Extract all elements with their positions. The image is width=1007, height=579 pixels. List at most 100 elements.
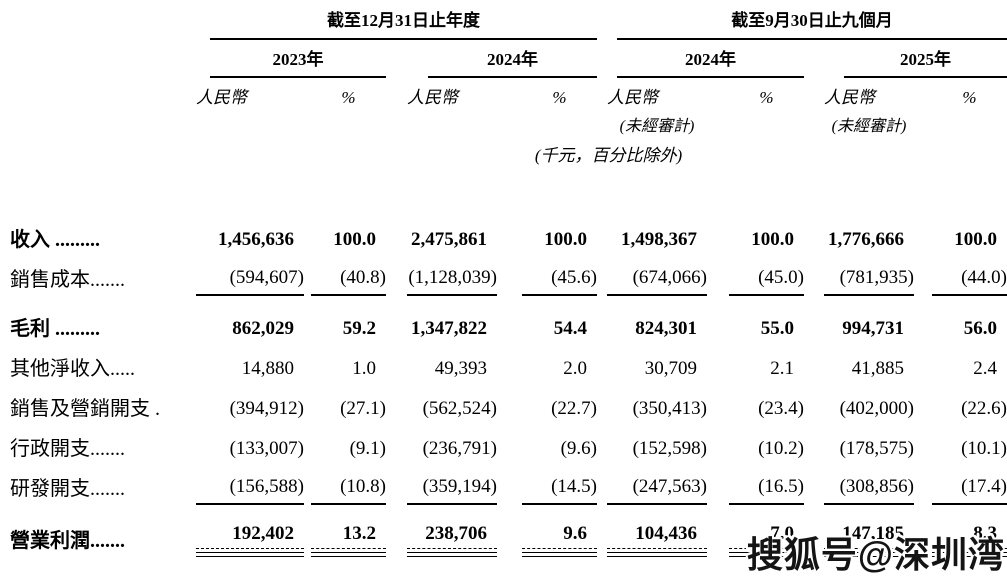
double-rule bbox=[522, 552, 597, 557]
double-rule bbox=[824, 552, 914, 557]
row-label: 毛利 ......... bbox=[10, 318, 100, 340]
value-cell: (9.1) bbox=[349, 438, 386, 460]
double-rule bbox=[607, 552, 707, 557]
row-admin-expenses: 行政開支....... (133,007) (9.1) (236,791) (9… bbox=[10, 425, 1007, 465]
percent-header: % bbox=[962, 88, 977, 107]
currency-header: 人民幣 bbox=[824, 88, 875, 107]
value-cell: 13.2 bbox=[311, 523, 386, 549]
value-cell: (10.1) bbox=[961, 438, 1007, 460]
value-cell: 824,301 bbox=[635, 318, 697, 340]
value-cell: (156,588) bbox=[229, 476, 304, 498]
value-cell: (781,935) bbox=[839, 267, 914, 289]
value-cell: (133,007) bbox=[229, 438, 304, 460]
value-cell: (45.6) bbox=[551, 267, 597, 289]
row-operating-profit: 營業利潤....... 192,402 13.2 238,706 9.6 104… bbox=[10, 505, 1007, 557]
value-cell: 56.0 bbox=[963, 318, 997, 340]
value-cell: (16.5) bbox=[758, 476, 804, 498]
value-cell: 1,776,666 bbox=[828, 229, 904, 251]
row-label: 收入 ......... bbox=[10, 229, 100, 251]
value-cell: (45.0) bbox=[758, 267, 804, 289]
currency-header: 人民幣 bbox=[407, 88, 458, 107]
value-cell: (359,194) bbox=[422, 476, 497, 498]
value-cell: (350,413) bbox=[632, 398, 707, 420]
value-cell: 49,393 bbox=[434, 358, 487, 380]
value-cell: (594,607) bbox=[229, 267, 304, 289]
row-label: 營業利潤....... bbox=[10, 530, 125, 552]
value-cell: (247,563) bbox=[632, 476, 707, 498]
value-cell: 862,029 bbox=[232, 318, 294, 340]
value-cell: 59.2 bbox=[342, 318, 376, 340]
period-group-nine-months: 截至9月30日止九個月 bbox=[617, 6, 1007, 40]
double-rule bbox=[729, 552, 804, 557]
double-rule bbox=[311, 552, 386, 557]
unit-note: (千元，百分比除外) bbox=[534, 146, 683, 165]
income-statement-table: 截至12月31日止年度 截至9月30日止九個月 2023年 2024年 2024… bbox=[10, 6, 1007, 557]
double-rule bbox=[407, 552, 497, 557]
value-cell: 41,885 bbox=[851, 358, 904, 380]
value-cell: (152,598) bbox=[632, 438, 707, 460]
unit-note-row: (千元，百分比除外) bbox=[10, 136, 1007, 166]
value-cell: (10.2) bbox=[758, 438, 804, 460]
value-cell: 104,436 bbox=[607, 523, 707, 549]
value-cell: (178,575) bbox=[839, 438, 914, 460]
value-cell: (562,524) bbox=[422, 398, 497, 420]
row-gross-profit: 毛利 ......... 862,029 59.2 1,347,822 54.4… bbox=[10, 296, 1007, 345]
row-cost-of-sales: 銷售成本....... (594,607) (40.8) (1,128,039)… bbox=[10, 256, 1007, 296]
value-cell: 1,456,636 bbox=[218, 229, 294, 251]
value-cell: 100.0 bbox=[751, 229, 794, 251]
row-other-net-income: 其他淨收入..... 14,880 1.0 49,393 2.0 30,709 … bbox=[10, 345, 1007, 385]
period-group-header-row: 截至12月31日止年度 截至9月30日止九個月 bbox=[10, 6, 1007, 40]
row-rd-expenses: 研發開支....... (156,588) (10.8) (359,194) (… bbox=[10, 465, 1007, 505]
value-cell: (1,128,039) bbox=[408, 267, 497, 289]
value-cell: 100.0 bbox=[954, 229, 997, 251]
value-cell: 30,709 bbox=[644, 358, 697, 380]
value-cell: (17.4) bbox=[961, 476, 1007, 498]
value-cell: (394,912) bbox=[229, 398, 304, 420]
value-cell: 8.3 bbox=[932, 523, 1007, 549]
currency-header: 人民幣 bbox=[196, 88, 247, 107]
year-header-2023: 2023年 bbox=[210, 45, 386, 78]
row-label: 行政開支....... bbox=[10, 438, 125, 460]
unaudited-note: (未經審計) bbox=[619, 118, 695, 135]
value-cell: 2.4 bbox=[973, 358, 997, 380]
value-cell: (10.8) bbox=[340, 476, 386, 498]
value-cell: 100.0 bbox=[333, 229, 376, 251]
value-cell: 2.0 bbox=[563, 358, 587, 380]
year-header-row: 2023年 2024年 2024年 2025年 bbox=[10, 40, 1007, 78]
value-cell: (308,856) bbox=[839, 476, 914, 498]
year-header-2025-9m: 2025年 bbox=[844, 45, 1007, 78]
percent-header: % bbox=[759, 88, 774, 107]
percent-header: % bbox=[341, 88, 356, 107]
value-cell: 1,498,367 bbox=[621, 229, 697, 251]
value-cell: 994,731 bbox=[842, 318, 904, 340]
value-cell: 7.0 bbox=[729, 523, 804, 549]
period-group-year-ended: 截至12月31日止年度 bbox=[210, 6, 597, 40]
value-cell: (40.8) bbox=[340, 267, 386, 289]
value-cell: (402,000) bbox=[839, 398, 914, 420]
value-cell: 147,185 bbox=[824, 523, 914, 549]
value-cell: (236,791) bbox=[422, 438, 497, 460]
sohu-watermark: 搜狐号@深圳湾 bbox=[746, 534, 1005, 575]
unaudited-note-row: (未經審計) (未經審計) bbox=[10, 110, 1007, 136]
row-label: 銷售成本....... bbox=[10, 269, 125, 291]
value-cell: 54.4 bbox=[553, 318, 587, 340]
value-cell: 2.1 bbox=[770, 358, 794, 380]
value-cell: 192,402 bbox=[196, 523, 304, 549]
value-cell: (674,066) bbox=[632, 267, 707, 289]
value-cell: 2,475,861 bbox=[411, 229, 487, 251]
unaudited-note: (未經審計) bbox=[831, 118, 907, 135]
value-cell: 9.6 bbox=[522, 523, 597, 549]
value-cell: (22.7) bbox=[551, 398, 597, 420]
spacer-row bbox=[10, 166, 1007, 216]
value-cell: 14,880 bbox=[241, 358, 294, 380]
currency-header: 人民幣 bbox=[607, 88, 658, 107]
value-cell: (9.6) bbox=[560, 438, 597, 460]
value-cell: (14.5) bbox=[551, 476, 597, 498]
value-cell: (23.4) bbox=[758, 398, 804, 420]
value-cell: 100.0 bbox=[544, 229, 587, 251]
row-label: 銷售及營銷開支 . bbox=[10, 398, 160, 420]
value-cell: (44.0) bbox=[961, 267, 1007, 289]
value-cell: 238,706 bbox=[407, 523, 497, 549]
row-revenue: 收入 ......... 1,456,636 100.0 2,475,861 1… bbox=[10, 216, 1007, 256]
double-rule bbox=[196, 552, 304, 557]
